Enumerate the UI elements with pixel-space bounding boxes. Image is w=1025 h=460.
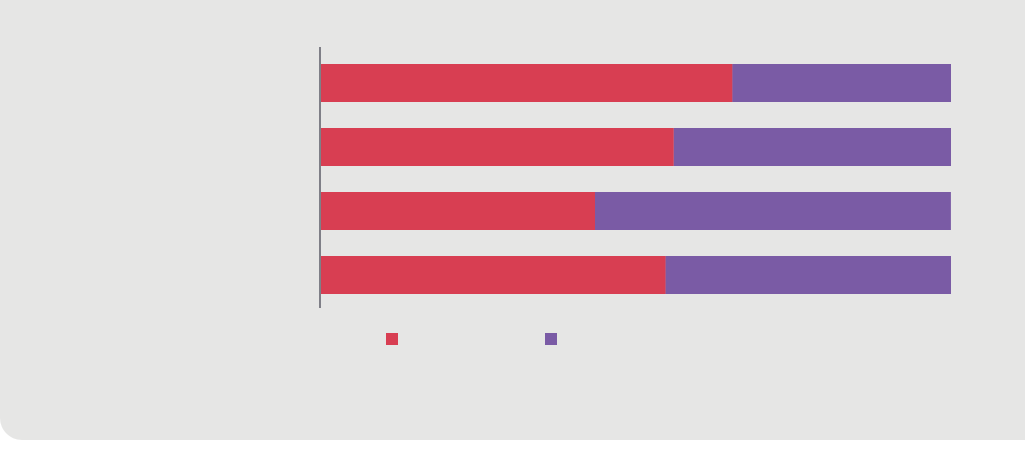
bar-row-1-series-2 — [732, 64, 951, 102]
legend-swatch-series-2 — [545, 333, 557, 345]
bar-row-4-series-2 — [665, 256, 951, 294]
bar-row-3-series-1 — [321, 192, 596, 230]
bar-row-4-series-1 — [321, 256, 666, 294]
bar-row-2-series-2 — [673, 128, 951, 166]
stacked-bar-chart — [319, 47, 951, 308]
chart-panel — [0, 0, 1025, 440]
legend-swatch-series-1 — [386, 333, 398, 345]
bar-row-3-series-2 — [595, 192, 951, 230]
bar-row-1-series-1 — [321, 64, 733, 102]
bars-layer — [321, 64, 951, 294]
bar-row-2-series-1 — [321, 128, 674, 166]
